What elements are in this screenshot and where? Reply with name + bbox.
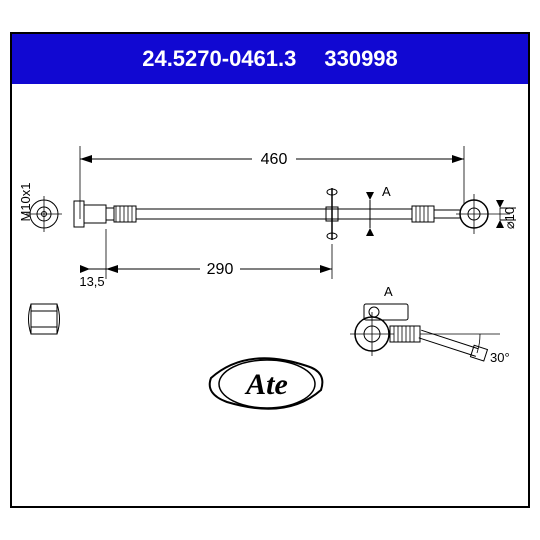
hose-assembly: A bbox=[74, 184, 510, 240]
dimension-290: 290 bbox=[106, 229, 332, 279]
technical-drawing-svg: 460 M10x1 bbox=[12, 84, 528, 506]
svg-text:⌀10: ⌀10 bbox=[502, 207, 517, 229]
part-number-secondary: 330998 bbox=[324, 46, 397, 72]
dimension-13-5: 13,5 bbox=[79, 265, 106, 289]
thread-spec-label: M10x1 bbox=[18, 182, 33, 221]
dimension-bore: ⌀10 bbox=[496, 200, 517, 229]
section-a-label-1: A bbox=[382, 184, 391, 199]
drawing-area: 460 M10x1 bbox=[12, 84, 528, 506]
dimension-overall-length: 460 bbox=[80, 146, 464, 219]
detail-a: A 30° bbox=[350, 284, 510, 365]
brand-logo-text: Ate bbox=[244, 368, 288, 401]
header-bar: 24.5270-0461.3 330998 bbox=[12, 34, 528, 84]
section-a-label-2: A bbox=[384, 284, 393, 299]
dim-290-text: 290 bbox=[207, 261, 234, 278]
dim-13-5-text: 13,5 bbox=[79, 274, 104, 289]
dim-angle-text: 30° bbox=[490, 350, 510, 365]
dim-bore-text: 10 bbox=[502, 207, 517, 221]
dim-460-text: 460 bbox=[261, 151, 288, 168]
part-number-primary: 24.5270-0461.3 bbox=[142, 46, 296, 72]
hose-section-view bbox=[29, 304, 60, 334]
brand-logo: Ate bbox=[210, 358, 323, 408]
